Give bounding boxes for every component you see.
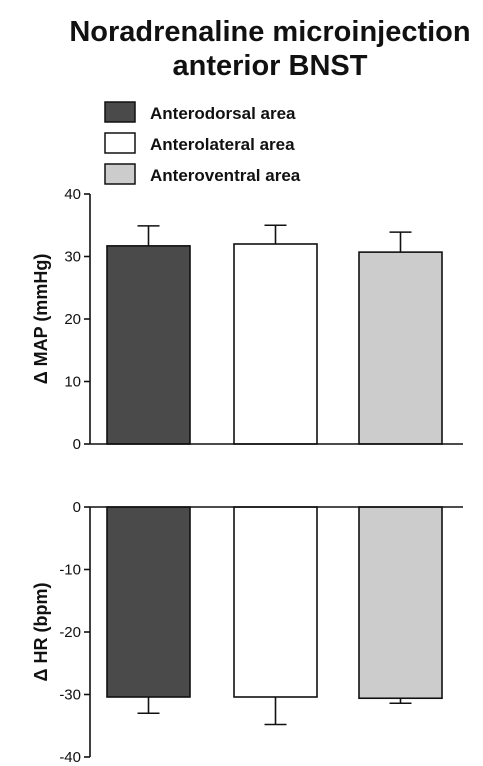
hr-bar-anterodorsal bbox=[106, 506, 191, 698]
map-y-tick-label: 40 bbox=[64, 186, 81, 203]
map-y-tick-label: 30 bbox=[64, 249, 81, 266]
legend-item-anterodorsal: Anterodorsal area bbox=[104, 101, 296, 123]
legend-item-anterolateral: Anterolateral area bbox=[104, 132, 295, 154]
hr-y-tick-label: -20 bbox=[59, 624, 81, 641]
hr-bar-anterolateral bbox=[233, 506, 318, 698]
hr-y-tick-label: -30 bbox=[59, 687, 81, 704]
map-y-tick-label: 20 bbox=[64, 311, 81, 328]
map-panel: 0 10 20 30 40 Δ MAP (mmHg) bbox=[31, 186, 463, 453]
map-bar-anterodorsal bbox=[106, 245, 191, 445]
chart-title-line-1: Noradrenaline microinjection bbox=[69, 16, 470, 48]
legend-item-anteroventral: Anteroventral area bbox=[104, 163, 301, 185]
hr-y-axis-label: Δ HR (bpm) bbox=[31, 583, 51, 682]
hr-panel: 0 -10 -20 -30 -40 Δ HR (bpm) bbox=[31, 499, 463, 766]
legend-label-anterodorsal: Anterodorsal area bbox=[150, 104, 296, 123]
map-y-axis-label: Δ MAP (mmHg) bbox=[31, 254, 51, 385]
chart-title-line-2: anterior BNST bbox=[173, 50, 368, 82]
legend-swatch-anteroventral bbox=[104, 163, 136, 185]
legend: Anterodorsal area Anterolateral area Ant… bbox=[104, 101, 301, 185]
map-y-tick-label: 0 bbox=[73, 436, 81, 453]
legend-label-anterolateral: Anterolateral area bbox=[150, 135, 295, 154]
hr-y-tick-label: -40 bbox=[59, 749, 81, 766]
map-bar-anteroventral bbox=[358, 251, 443, 445]
legend-label-anteroventral: Anteroventral area bbox=[150, 166, 301, 185]
legend-swatch-anterolateral bbox=[104, 132, 136, 154]
map-bar-anterolateral bbox=[233, 243, 318, 445]
hr-y-tick-label: -10 bbox=[59, 562, 81, 579]
legend-swatch-anterodorsal bbox=[104, 101, 136, 123]
hr-bar-anteroventral bbox=[358, 506, 443, 700]
hr-y-tick-label: 0 bbox=[73, 499, 81, 516]
map-y-tick-label: 10 bbox=[64, 374, 81, 391]
